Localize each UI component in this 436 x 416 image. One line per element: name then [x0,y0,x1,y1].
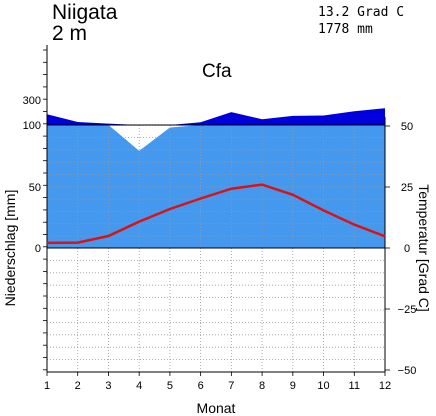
x-tick-label: 9 [290,380,296,392]
x-tick-label: 10 [317,380,329,392]
x-tick-label: 4 [136,380,142,392]
precipitation-humid-area [47,108,385,125]
station-elevation: 2 m [52,22,88,45]
y-axis-label-precipitation: Niederschlag [mm] [2,189,18,307]
y-tick-label-left: 100 [23,120,41,132]
x-tick-label: 3 [105,380,111,392]
y-axis-label-temperature: Temperatur [Grad C] [416,184,432,312]
climate-class: Cfa [202,61,232,82]
temperature-line [46,183,386,245]
y-tick-label-right: −50 [398,365,417,377]
x-tick-label: 5 [167,380,173,392]
y-tick-label-right: 0 [404,243,410,255]
x-tick-label: 8 [259,380,265,392]
x-tick-label: 7 [228,380,234,392]
y-tick-label-left: 50 [29,182,41,194]
mean-temperature: 13.2 Grad C [318,5,405,20]
x-tick-label: 12 [379,380,391,392]
y-tick-label-right: 25 [401,182,413,194]
y-tick-label-right: −25 [398,304,417,316]
y-tick-label-left: 300 [23,95,41,107]
x-tick-label: 11 [349,380,360,392]
x-tick-label: 6 [198,380,204,392]
y-tick-label-right: 50 [401,121,413,133]
x-axis-label: Monat [196,400,236,416]
y-tick-label-left: 0 [35,243,41,255]
annual-precipitation: 1778 mm [318,22,373,37]
station-name: Niigata [52,1,118,24]
x-tick-label: 2 [75,380,81,392]
x-tick-label: 1 [44,380,50,392]
